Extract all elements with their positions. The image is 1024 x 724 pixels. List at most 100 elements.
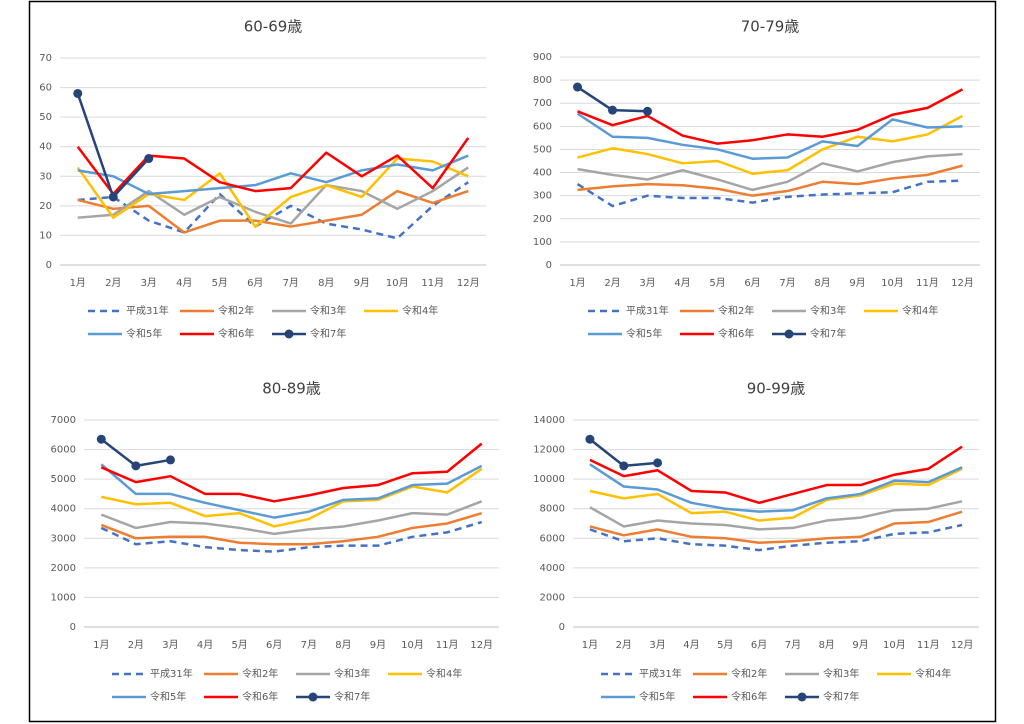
legend-label: 令和4年 (426, 667, 462, 680)
y-tick-label: 300 (533, 191, 552, 202)
series-line (589, 467, 963, 522)
point (585, 434, 595, 444)
legend-label: 平成31年 (626, 304, 669, 317)
y-tick-label: 2000 (51, 563, 76, 574)
y-tick-label: 10000 (533, 474, 565, 485)
legend-label: 令和5年 (150, 690, 186, 703)
x-tick-label: 11月 (436, 639, 459, 651)
x-tick-label: 10月 (881, 277, 904, 289)
legend-label: 令和6年 (242, 690, 278, 703)
y-tick-label: 6000 (540, 533, 565, 544)
x-tick-label: 10月 (883, 639, 906, 651)
x-tick-label: 7月 (779, 277, 795, 289)
x-tick-label: 12月 (951, 639, 974, 651)
x-tick-label: 10月 (401, 639, 424, 651)
y-tick-label: 50 (39, 112, 52, 123)
series-line (76, 157, 469, 228)
x-tick-label: 11月 (916, 277, 939, 289)
series-line (76, 137, 470, 196)
y-tick-label: 12000 (533, 445, 565, 456)
y-tick-label: 800 (533, 75, 552, 86)
legend-label: 平成31年 (126, 304, 169, 317)
point (131, 461, 141, 471)
point (608, 105, 617, 115)
legend-label: 令和3年 (310, 304, 346, 317)
y-tick-label: 0 (546, 260, 552, 271)
x-tick-label: 9月 (849, 277, 865, 289)
legend-marker (284, 329, 294, 339)
y-tick-label: 700 (533, 98, 552, 109)
point (573, 82, 582, 92)
x-tick-label: 1月 (70, 277, 86, 289)
y-tick-label: 60 (39, 83, 52, 94)
y-tick-label: 0 (70, 622, 76, 633)
x-tick-label: 11月 (917, 639, 940, 651)
legend-label: 令和2年 (731, 667, 767, 680)
point (619, 461, 629, 471)
x-tick-label: 10月 (386, 277, 409, 289)
x-tick-label: 1月 (582, 639, 598, 651)
x-tick-label: 4月 (674, 277, 690, 289)
y-tick-label: 40 (39, 142, 52, 153)
chart-title: 80-89歳 (262, 380, 321, 398)
y-tick-label: 10 (39, 230, 52, 241)
series-line (100, 442, 483, 503)
legend-label: 令和4年 (915, 667, 951, 680)
x-tick-label: 2月 (105, 277, 121, 289)
x-tick-label: 6月 (266, 639, 282, 651)
series-line (589, 510, 963, 544)
legend-marker (784, 329, 794, 339)
x-tick-label: 5月 (717, 639, 733, 651)
legend-label: 令和7年 (334, 690, 370, 703)
x-tick-label: 8月 (819, 639, 835, 651)
legend-label: 令和2年 (218, 304, 254, 317)
x-tick-label: 9月 (354, 277, 370, 289)
y-tick-label: 4000 (51, 504, 76, 515)
x-tick-label: 5月 (212, 277, 228, 289)
series-line (100, 511, 483, 546)
y-tick-label: 2000 (540, 592, 565, 603)
chart-title: 60-69歳 (244, 18, 303, 36)
series-line (589, 445, 963, 505)
series-line (577, 164, 963, 197)
x-tick-label: 12月 (457, 277, 480, 289)
y-tick-label: 100 (533, 237, 552, 248)
y-tick-label: 1000 (51, 592, 76, 603)
legend-label: 令和7年 (310, 327, 346, 340)
legend-label: 令和7年 (823, 690, 859, 703)
series-line (589, 463, 963, 513)
x-tick-label: 12月 (470, 639, 493, 651)
legend-marker (308, 692, 318, 702)
legend-label: 令和3年 (334, 667, 370, 680)
chart-title: 70-79歳 (741, 18, 800, 36)
y-tick-label: 8000 (540, 504, 565, 515)
x-tick-label: 12月 (951, 277, 974, 289)
x-tick-label: 1月 (569, 277, 585, 289)
y-tick-label: 400 (533, 168, 552, 179)
y-tick-label: 900 (533, 52, 552, 63)
point (96, 434, 106, 444)
series-line (101, 467, 483, 528)
x-tick-label: 7月 (301, 639, 317, 651)
point (144, 154, 154, 164)
legend-label: 令和2年 (242, 667, 278, 680)
x-tick-label: 3月 (141, 277, 157, 289)
series-line (77, 166, 469, 225)
series-line (576, 179, 963, 208)
frame (28, 0, 997, 723)
x-tick-label: 11月 (421, 277, 444, 289)
y-tick-label: 7000 (51, 415, 76, 426)
y-tick-label: 3000 (51, 533, 76, 544)
legend-label: 令和6年 (718, 327, 754, 340)
x-tick-label: 7月 (785, 639, 801, 651)
series-line (589, 523, 963, 552)
x-tick-label: 3月 (162, 639, 178, 651)
legend-label: 令和2年 (718, 304, 754, 317)
point (165, 455, 175, 465)
x-tick-label: 2月 (128, 639, 144, 651)
series-line (100, 463, 483, 519)
legend-label: 令和5年 (626, 327, 662, 340)
series-line (100, 500, 483, 536)
legend-label: 令和6年 (731, 690, 767, 703)
legend-label: 平成31年 (639, 667, 682, 680)
